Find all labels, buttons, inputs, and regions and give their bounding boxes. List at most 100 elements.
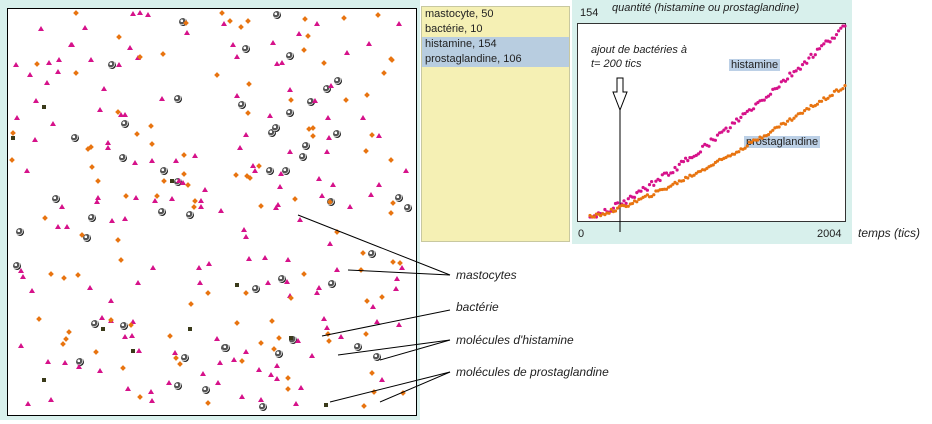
histamine-molecule-icon xyxy=(122,334,128,339)
prostaglandine-point xyxy=(692,173,696,177)
mastocyte-icon xyxy=(158,208,166,216)
mastocyte-icon xyxy=(307,98,315,106)
legend-bacterie: bactérie xyxy=(456,300,499,314)
prostaglandine-point xyxy=(826,96,830,100)
histamine-molecule-icon xyxy=(314,21,320,26)
histamine-molecule-icon xyxy=(312,98,318,103)
histamine-point xyxy=(783,79,788,83)
bacterium-icon xyxy=(324,403,328,407)
prostaglandine-point xyxy=(756,138,760,142)
histamine-molecule-icon xyxy=(309,353,315,358)
prostaglandine-point xyxy=(675,182,679,186)
histamine-point xyxy=(633,195,637,199)
mastocyte-icon xyxy=(373,353,381,361)
histamine-point xyxy=(828,40,832,44)
histamine-point xyxy=(645,188,650,192)
histamine-molecule-icon xyxy=(145,12,151,17)
prostaglandine-point xyxy=(609,207,613,211)
mastocyte-icon xyxy=(266,167,274,175)
mastocyte-icon xyxy=(368,250,376,258)
prostaglandine-point xyxy=(599,214,603,218)
prostaglandine-point xyxy=(841,87,845,91)
histamine-point xyxy=(675,168,679,172)
prostaglandine-point xyxy=(800,111,805,115)
histamine-molecule-icon xyxy=(129,333,135,338)
histamine-molecule-icon xyxy=(18,268,24,273)
simulation-world[interactable] xyxy=(7,8,417,416)
histamine-molecule-icon xyxy=(296,31,302,36)
prostaglandine-point xyxy=(681,179,686,183)
prostaglandine-point xyxy=(616,206,620,210)
histamine-molecule-icon xyxy=(285,257,291,262)
histamine-point xyxy=(726,129,730,133)
histamine-molecule-icon xyxy=(316,176,322,181)
histamine-molecule-icon xyxy=(399,265,405,270)
plot-xmax: 2004 xyxy=(817,228,842,240)
mastocyte-icon xyxy=(16,228,24,236)
histamine-molecule-icon xyxy=(82,25,88,30)
counts-monitor: mastocyte, 50 bactérie, 10 histamine, 15… xyxy=(421,6,570,242)
monitor-row-bacterie[interactable]: bactérie, 10 xyxy=(425,23,483,35)
histamine-molecule-icon xyxy=(27,72,33,77)
plot-xmin: 0 xyxy=(578,228,585,240)
histamine-molecule-icon xyxy=(99,315,105,320)
monitor-row-prostaglandine[interactable]: prostaglandine, 106 xyxy=(422,52,569,67)
mastocyte-icon xyxy=(13,262,21,270)
histamine-molecule-icon xyxy=(295,338,301,343)
histamine-molecule-icon xyxy=(327,241,333,246)
histamine-molecule-icon xyxy=(221,21,227,26)
histamine-molecule-icon xyxy=(88,57,94,62)
mastocyte-icon xyxy=(120,322,128,330)
histamine-point xyxy=(722,128,726,132)
histamine-molecule-icon xyxy=(87,285,93,290)
histamine-molecule-icon xyxy=(374,319,380,324)
histamine-molecule-icon xyxy=(130,11,136,16)
histamine-point xyxy=(626,197,630,201)
prostaglandine-point xyxy=(664,187,669,191)
histamine-point xyxy=(813,53,817,57)
mastocyte-icon xyxy=(259,403,267,411)
histamine-molecule-icon xyxy=(274,363,280,368)
mastocyte-icon xyxy=(52,195,60,203)
histamine-point xyxy=(843,24,847,28)
histamine-point xyxy=(834,33,839,37)
mastocyte-icon xyxy=(88,214,96,222)
histamine-molecule-icon xyxy=(325,115,331,120)
histamine-molecule-icon xyxy=(18,343,24,348)
bacterium-icon xyxy=(101,327,105,331)
histamine-point xyxy=(820,44,824,48)
monitor-row-mastocyte[interactable]: mastocyte, 50 xyxy=(425,8,494,20)
histamine-molecule-icon xyxy=(97,107,103,112)
prostaglandine-point xyxy=(711,163,715,167)
mastocyte-icon xyxy=(174,95,182,103)
histamine-molecule-icon xyxy=(64,224,70,229)
histamine-molecule-icon xyxy=(267,113,273,118)
histamine-molecule-icon xyxy=(326,135,332,140)
histamine-molecule-icon xyxy=(360,115,366,120)
histamine-molecule-icon xyxy=(105,145,111,150)
histamine-point xyxy=(713,138,718,142)
histamine-molecule-icon xyxy=(298,385,304,390)
histamine-molecule-icon xyxy=(279,60,285,65)
histamine-point xyxy=(677,162,681,166)
histamine-molecule-icon xyxy=(379,377,385,382)
mastocyte-icon xyxy=(71,134,79,142)
histamine-molecule-icon xyxy=(136,348,142,353)
prostaglandine-point xyxy=(715,159,720,163)
plot-area[interactable] xyxy=(577,23,846,222)
histamine-point xyxy=(800,63,805,67)
prostaglandine-point xyxy=(820,99,824,103)
histamine-molecule-icon xyxy=(118,112,124,117)
histamine-molecule-icon xyxy=(324,325,330,330)
histamine-molecule-icon xyxy=(287,149,293,154)
monitor-row-histamine[interactable]: histamine, 154 xyxy=(422,37,569,52)
histamine-point xyxy=(794,69,798,73)
histamine-point xyxy=(786,77,790,81)
histamine-molecule-icon xyxy=(172,350,178,355)
histamine-molecule-icon xyxy=(366,41,372,46)
histamine-molecule-icon xyxy=(338,334,344,339)
histamine-molecule-icon xyxy=(94,199,100,204)
histamine-molecule-icon xyxy=(130,319,136,324)
histamine-molecule-icon xyxy=(125,386,131,391)
mastocyte-icon xyxy=(404,204,412,212)
